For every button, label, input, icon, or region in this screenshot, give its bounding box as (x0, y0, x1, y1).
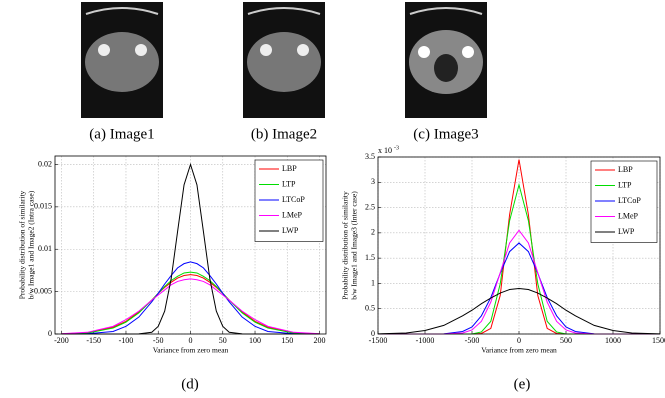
y-tick-label: 0.015 (34, 202, 52, 211)
legend-label: LWP (618, 227, 635, 236)
x-tick-label: 150 (281, 336, 293, 345)
x-tick-label: -150 (86, 336, 101, 345)
x-tick-label: 500 (560, 336, 572, 345)
y-axis-label: b/w Image1 and Image3 (Inter case) (350, 191, 359, 300)
chart-caption: (d) (181, 376, 199, 392)
image-caption: (c) Image3 (413, 126, 478, 142)
y-tick-label: 0.01 (38, 244, 52, 253)
y-tick-label: 2 (371, 228, 375, 237)
image-caption: (a) Image1 (89, 126, 154, 142)
x-tick-label: 0 (517, 336, 521, 345)
y-tick-label: 2.5 (365, 202, 375, 211)
legend-label: LTCoP (282, 195, 305, 204)
y-multiplier-exponent: -3 (394, 145, 399, 151)
image-caption: (b) Image2 (251, 126, 317, 142)
legend-label: LBP (618, 165, 633, 174)
ct-image (81, 2, 163, 118)
chart-caption: (e) (514, 376, 531, 392)
x-tick-label: -1000 (416, 336, 435, 345)
y-tick-label: 0.5 (365, 304, 375, 313)
y-axis-label: Probability distribution of similarity (18, 190, 27, 299)
legend-label: LWP (282, 226, 299, 235)
legend-label: LTCoP (618, 196, 641, 205)
x-tick-label: -200 (54, 336, 69, 345)
ct-image (405, 2, 487, 118)
x-axis-label: Variance from zero mean (153, 346, 229, 355)
x-tick-label: 50 (219, 336, 227, 345)
y-multiplier: x 10 (378, 146, 392, 155)
x-axis-label: Variance from zero mean (481, 346, 557, 355)
y-axis-label: Probability distribution of similarity (341, 191, 350, 300)
legend-label: LTP (618, 180, 632, 189)
y-axis-label: b/w Image1 and Image2 (Intra case) (27, 190, 36, 299)
x-tick-label: 100 (249, 336, 261, 345)
y-tick-label: 0.005 (34, 286, 52, 295)
y-tick-label: 3 (371, 177, 375, 186)
legend-label: LMeP (618, 211, 639, 220)
x-tick-label: 1500 (652, 336, 665, 345)
x-tick-label: -500 (465, 336, 480, 345)
ct-image (243, 2, 325, 118)
series-line (378, 230, 660, 334)
x-tick-label: 1000 (605, 336, 621, 345)
y-tick-label: 1 (371, 278, 375, 287)
x-tick-label: 0 (189, 336, 193, 345)
legend-label: LMeP (282, 210, 303, 219)
y-tick-label: 1.5 (365, 253, 375, 262)
y-tick-label: 0.02 (38, 159, 52, 168)
x-tick-label: -100 (119, 336, 134, 345)
y-tick-label: 3.5 (365, 152, 375, 161)
x-tick-label: 200 (314, 336, 326, 345)
y-tick-label: 0 (48, 329, 52, 338)
legend-label: LBP (282, 164, 297, 173)
figure: (a) Image1 (b) Image2 (c) Image3 -200 -15… (0, 0, 665, 398)
y-tick-label: 0 (371, 329, 375, 338)
x-tick-label: -50 (153, 336, 164, 345)
legend-label: LTP (282, 179, 296, 188)
